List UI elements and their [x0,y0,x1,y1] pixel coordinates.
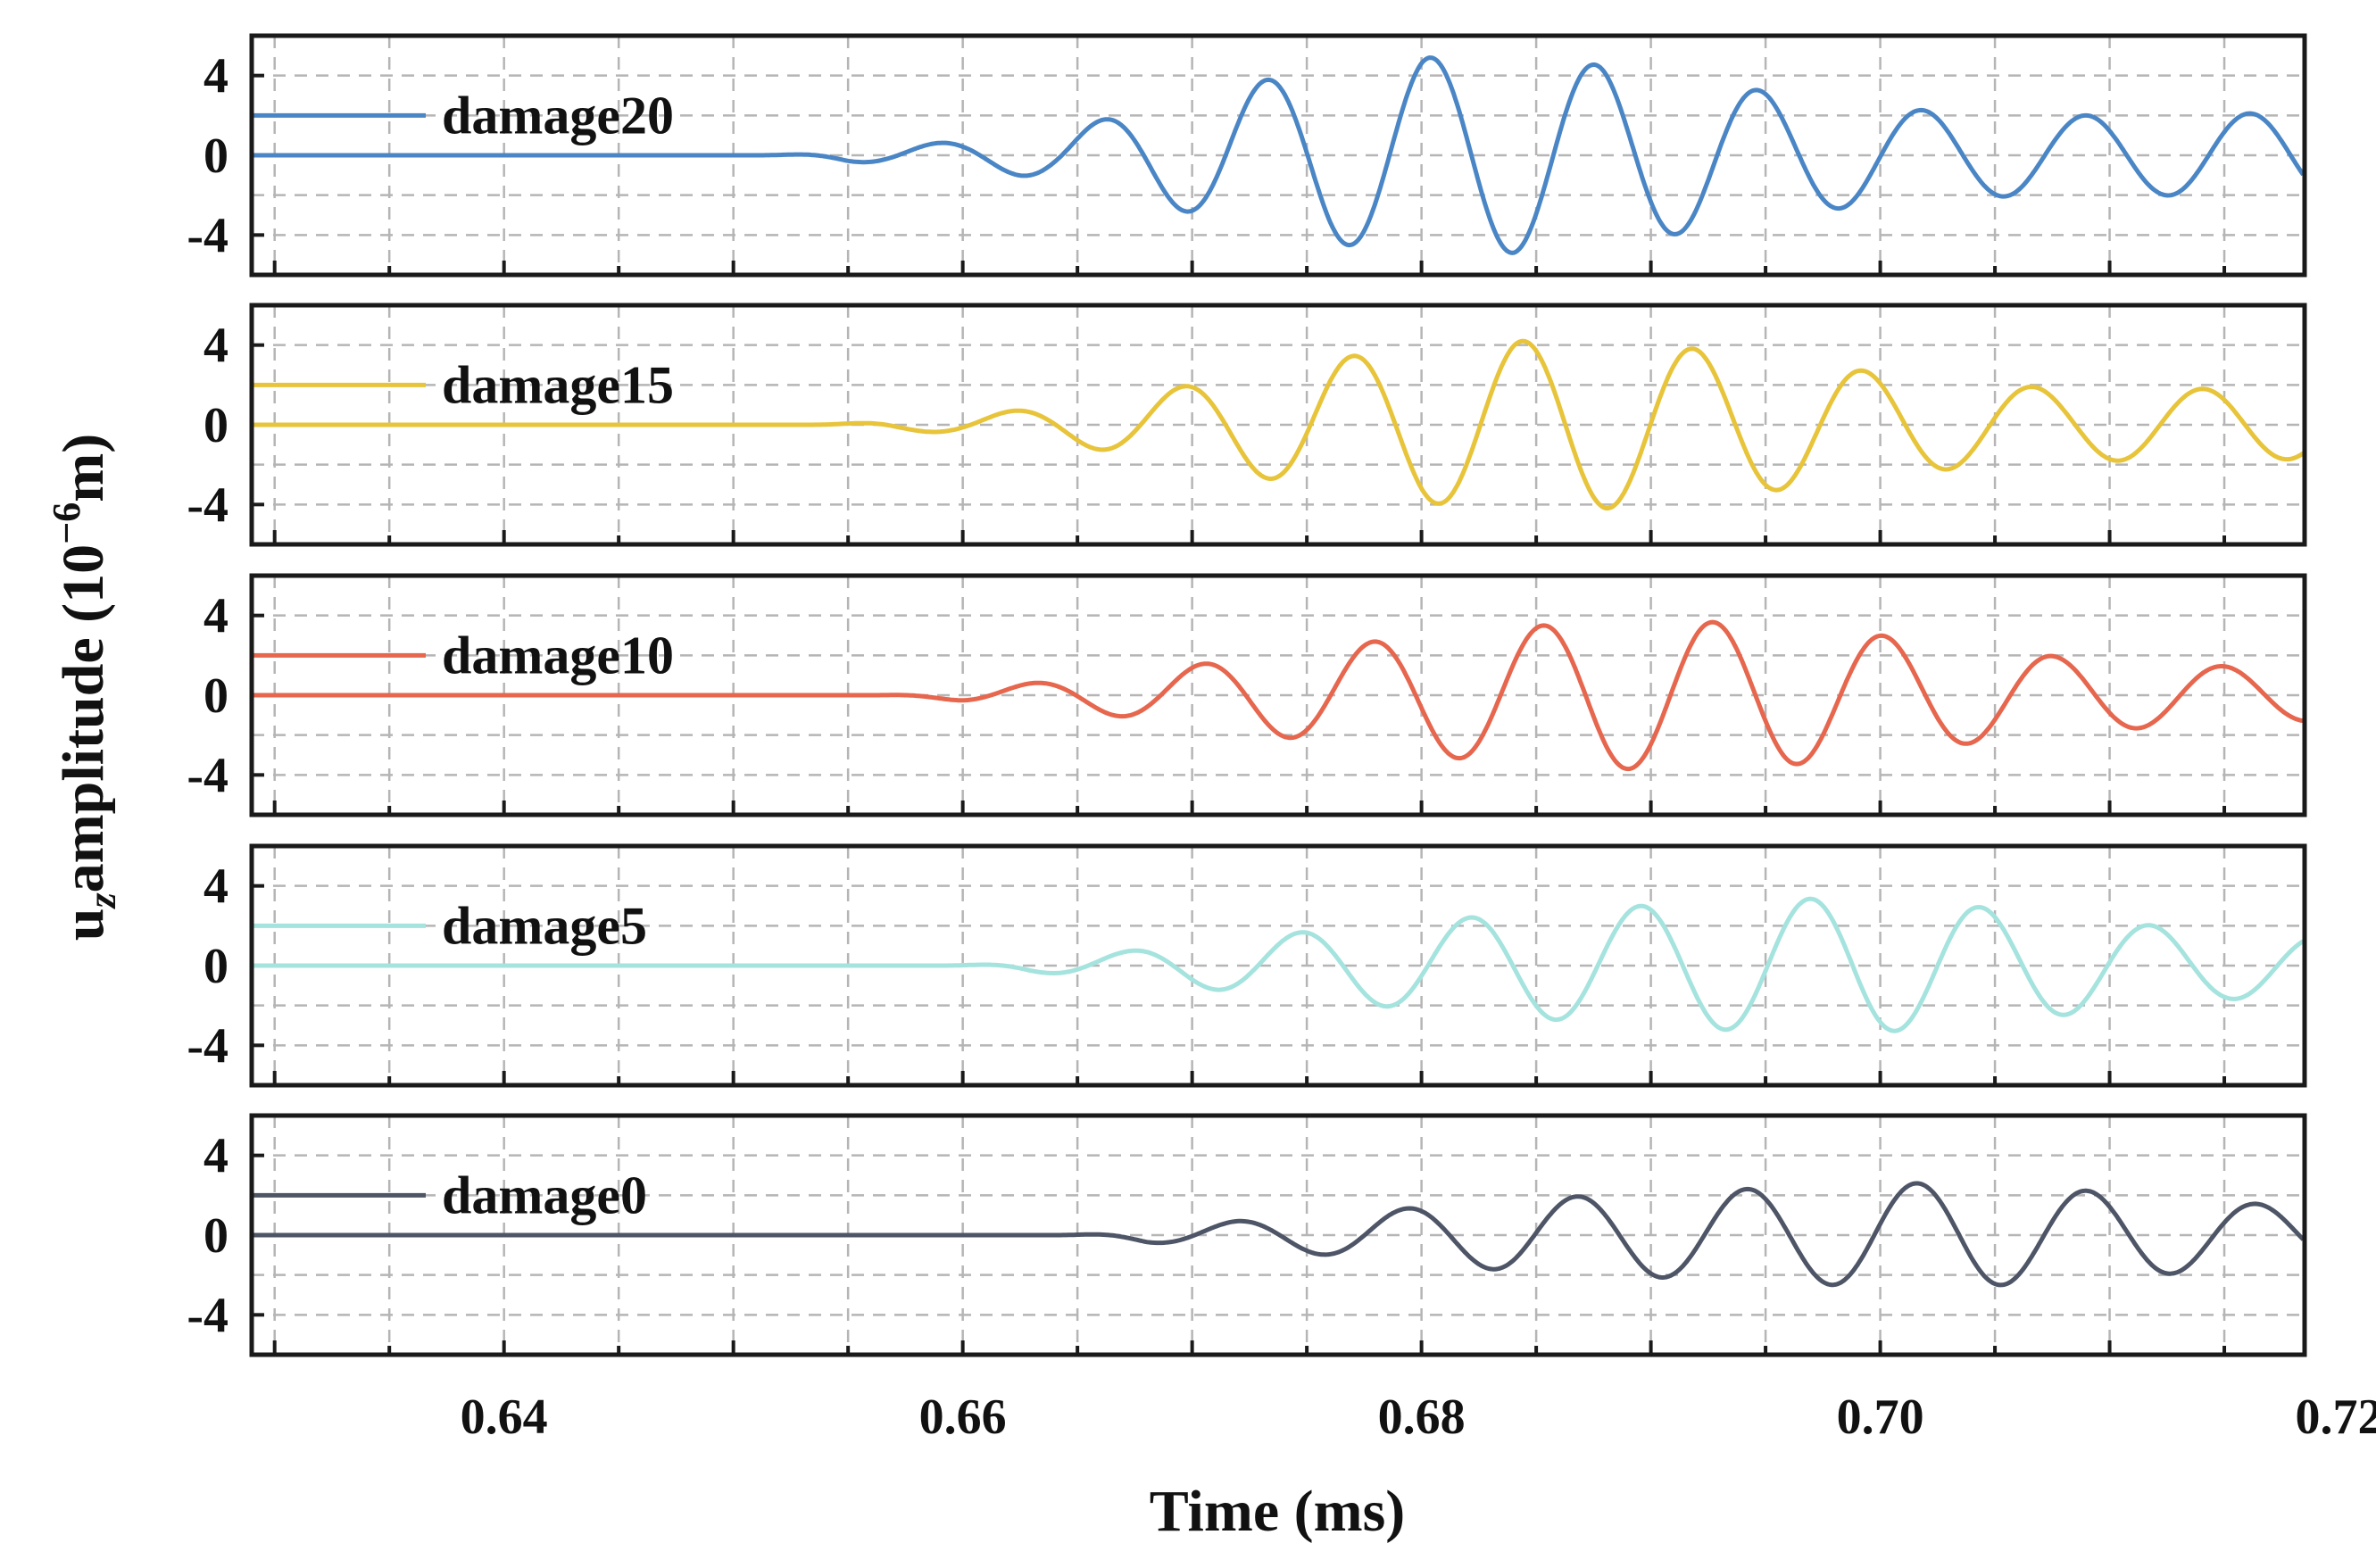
subplot-frame [249,573,2307,817]
x-tick-label: 0.72 [2296,1390,2376,1445]
x-axis-title: Time (ms) [1150,1479,1406,1544]
series-line-damage10 [251,619,2304,772]
y-tick-label: 4 [204,49,228,104]
y-tick-label: 4 [204,1129,228,1184]
subplot-damage20: -4 0 4 damage20 [187,33,2307,278]
y-axis-title-subscript: z [80,892,124,909]
subplot-damage10: -4 0 4 damage10 [187,573,2307,817]
series-line-damage15 [251,338,2305,510]
legend-label-damage20: damage20 [442,86,674,145]
y-axis-title-text: amplitude (10 [51,544,116,893]
y-axis-title: uzamplitude (10−6m) [45,434,124,941]
legend-label-damage15: damage15 [442,355,674,414]
series-line-damage0 [251,1181,2305,1288]
x-axis: 0.64 0.66 0.68 0.70 0.72 [461,1390,2376,1445]
subplot-damage15: -4 0 4 damage15 [187,303,2307,547]
legend-label-damage0: damage0 [442,1166,647,1224]
y-axis-title-symbol: u [51,908,116,941]
subplot-damage5: -4 0 4 damage5 [187,843,2307,1088]
y-tick-label: -4 [187,748,228,803]
y-tick-label: -4 [187,477,228,533]
x-tick-label: 0.70 [1837,1390,1924,1445]
y-tick-label: -4 [187,1018,228,1074]
y-tick-label: 0 [204,668,228,724]
y-axis-title-exponent: −6 [45,502,88,544]
subplot-frame [249,843,2307,1088]
series-line-damage20 [251,55,2305,255]
y-tick-label: 4 [204,589,228,644]
y-tick-label: 0 [204,398,228,453]
y-tick-label: 4 [204,859,228,915]
y-tick-label: 4 [204,319,228,374]
y-tick-label: 0 [204,939,228,994]
y-tick-label: 0 [204,129,228,184]
x-tick-label: 0.66 [919,1390,1007,1445]
y-axis-title-unit: m) [51,434,116,502]
y-tick-label: -4 [187,1288,228,1343]
legend-label-damage10: damage10 [442,626,674,684]
subplot-frame [249,303,2307,547]
subplot-frame [249,33,2307,278]
y-tick-label: -4 [187,208,228,263]
subplot-panels: -4 0 4 damage20 -4 0 4 damage15 -4 0 4 damage10 -4 0 4… [187,33,2307,1357]
series-line-damage5 [251,896,2305,1033]
subplot-damage0: -4 0 4 damage0 [187,1113,2307,1357]
legend-label-damage5: damage5 [442,896,647,955]
subplot-frame [249,1113,2307,1357]
x-tick-label: 0.68 [1378,1390,1466,1445]
y-tick-label: 0 [204,1208,228,1264]
x-tick-label: 0.64 [461,1390,548,1445]
